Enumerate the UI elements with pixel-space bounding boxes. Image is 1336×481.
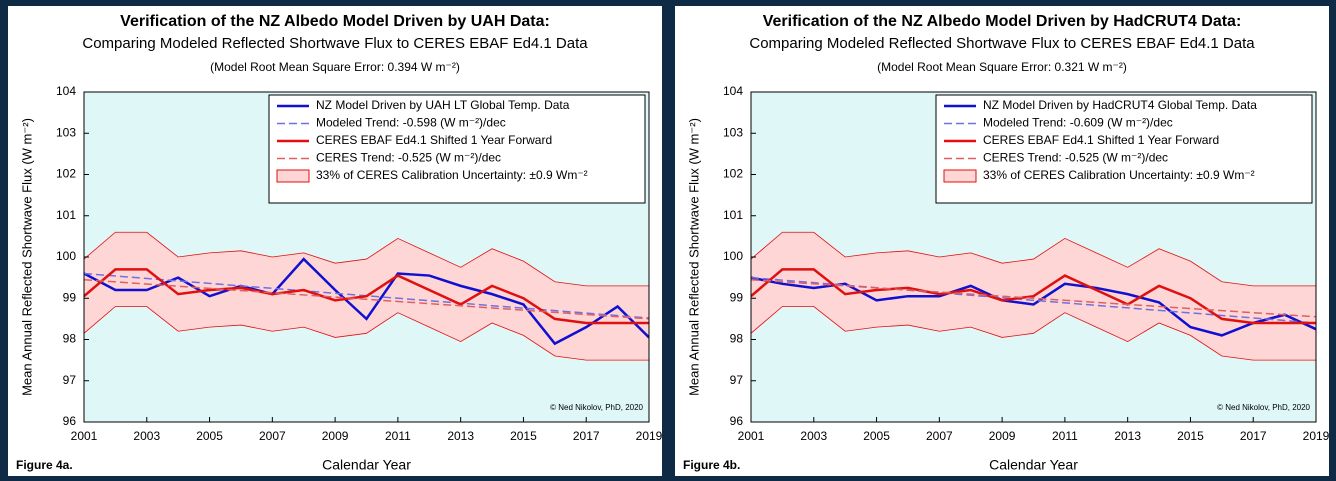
x-tick-label: 2015 <box>1177 429 1204 443</box>
chart-note: (Model Root Mean Square Error: 0.394 W m… <box>210 60 460 74</box>
figure-label: Figure 4b. <box>683 458 740 472</box>
data-line <box>84 257 649 346</box>
trend-line <box>84 278 649 320</box>
chart-panel: Verification of the NZ Albedo Model Driv… <box>8 6 663 476</box>
y-tick-label: 103 <box>723 125 743 139</box>
legend-box <box>268 94 646 204</box>
trend-line <box>751 276 1316 324</box>
legend-label: CERES EBAF Ed4.1 Shifted 1 Year Forward <box>983 133 1219 147</box>
legend-swatch <box>943 169 977 183</box>
x-tick-label: 2013 <box>1114 429 1141 443</box>
data-line <box>751 276 1316 337</box>
y-tick-label: 100 <box>56 249 76 263</box>
legend-label: NZ Model Driven by UAH LT Global Temp. D… <box>316 98 570 112</box>
y-tick-label: 98 <box>63 332 77 346</box>
chart-subtitle: Comparing Modeled Reflected Shortwave Fl… <box>82 35 588 52</box>
y-tick-label: 104 <box>56 84 76 98</box>
x-tick-label: 2019 <box>636 429 663 443</box>
legend-label: CERES Trend: -0.525 (W m⁻²)/dec <box>316 151 501 165</box>
x-tick-label: 2007 <box>926 429 953 443</box>
y-tick-label: 96 <box>63 414 77 428</box>
x-tick-label: 2017 <box>1240 429 1267 443</box>
legend-label: 33% of CERES Calibration Uncertainty: ±0… <box>316 168 588 182</box>
y-tick-label: 100 <box>723 249 743 263</box>
x-tick-label: 2005 <box>196 429 223 443</box>
plot-frame <box>83 91 650 423</box>
chart-note: (Model Root Mean Square Error: 0.321 W m… <box>877 60 1127 74</box>
x-tick-label: 2003 <box>800 429 827 443</box>
y-tick-label: 101 <box>56 208 76 222</box>
x-tick-label: 2001 <box>71 429 98 443</box>
y-axis-label: Mean Annual Reflected Shortwave Flux (W … <box>19 118 34 396</box>
plot <box>84 231 649 361</box>
legend-label: Modeled Trend: -0.609 (W m⁻²)/dec <box>983 116 1173 130</box>
data-line <box>751 268 1316 325</box>
x-tick-label: 2015 <box>510 429 537 443</box>
x-tick-label: 2009 <box>989 429 1016 443</box>
x-tick-label: 2007 <box>259 429 286 443</box>
x-tick-label: 2009 <box>322 429 349 443</box>
y-tick-label: 96 <box>730 414 744 428</box>
y-tick-label: 103 <box>56 125 76 139</box>
credit: © Ned Nikolov, PhD, 2020 <box>1217 403 1310 412</box>
trend-line <box>751 278 1316 318</box>
y-axis-label: Mean Annual Reflected Shortwave Flux (W … <box>686 118 701 396</box>
plot-frame <box>750 91 1317 423</box>
x-tick-label: 2019 <box>1303 429 1330 443</box>
legend-label: Modeled Trend: -0.598 (W m⁻²)/dec <box>316 116 506 130</box>
y-tick-label: 101 <box>723 208 743 222</box>
x-tick-label: 2003 <box>133 429 160 443</box>
x-axis-label: Calendar Year <box>989 457 1078 473</box>
y-tick-label: 97 <box>63 373 77 387</box>
legend-label: CERES EBAF Ed4.1 Shifted 1 Year Forward <box>316 133 552 147</box>
y-tick-label: 102 <box>56 167 76 181</box>
legend-label: CERES Trend: -0.525 (W m⁻²)/dec <box>983 151 1168 165</box>
chart-subtitle: Comparing Modeled Reflected Shortwave Fl… <box>749 35 1255 52</box>
figure-label: Figure 4a. <box>16 458 73 472</box>
chart-title: Verification of the NZ Albedo Model Driv… <box>120 13 550 30</box>
legend-box <box>935 94 1313 204</box>
x-tick-label: 2011 <box>1052 429 1078 443</box>
y-tick-label: 104 <box>723 84 743 98</box>
legend-label: 33% of CERES Calibration Uncertainty: ±0… <box>983 168 1255 182</box>
x-tick-label: 2011 <box>385 429 411 443</box>
credit: © Ned Nikolov, PhD, 2020 <box>550 403 643 412</box>
x-tick-label: 2013 <box>447 429 474 443</box>
y-tick-label: 102 <box>723 167 743 181</box>
x-tick-label: 2017 <box>573 429 600 443</box>
x-axis-label: Calendar Year <box>322 457 411 473</box>
y-tick-label: 99 <box>730 290 744 304</box>
y-tick-label: 99 <box>63 290 77 304</box>
legend-label: NZ Model Driven by HadCRUT4 Global Temp.… <box>983 98 1257 112</box>
chart-title: Verification of the NZ Albedo Model Driv… <box>763 13 1242 30</box>
chart-panel: Verification of the NZ Albedo Model Driv… <box>675 6 1330 476</box>
x-tick-label: 2005 <box>863 429 890 443</box>
y-tick-label: 98 <box>730 332 744 346</box>
data-line <box>84 268 649 325</box>
legend-swatch <box>276 169 310 183</box>
x-tick-label: 2001 <box>738 429 765 443</box>
y-tick-label: 97 <box>730 373 744 387</box>
plot <box>751 231 1316 361</box>
